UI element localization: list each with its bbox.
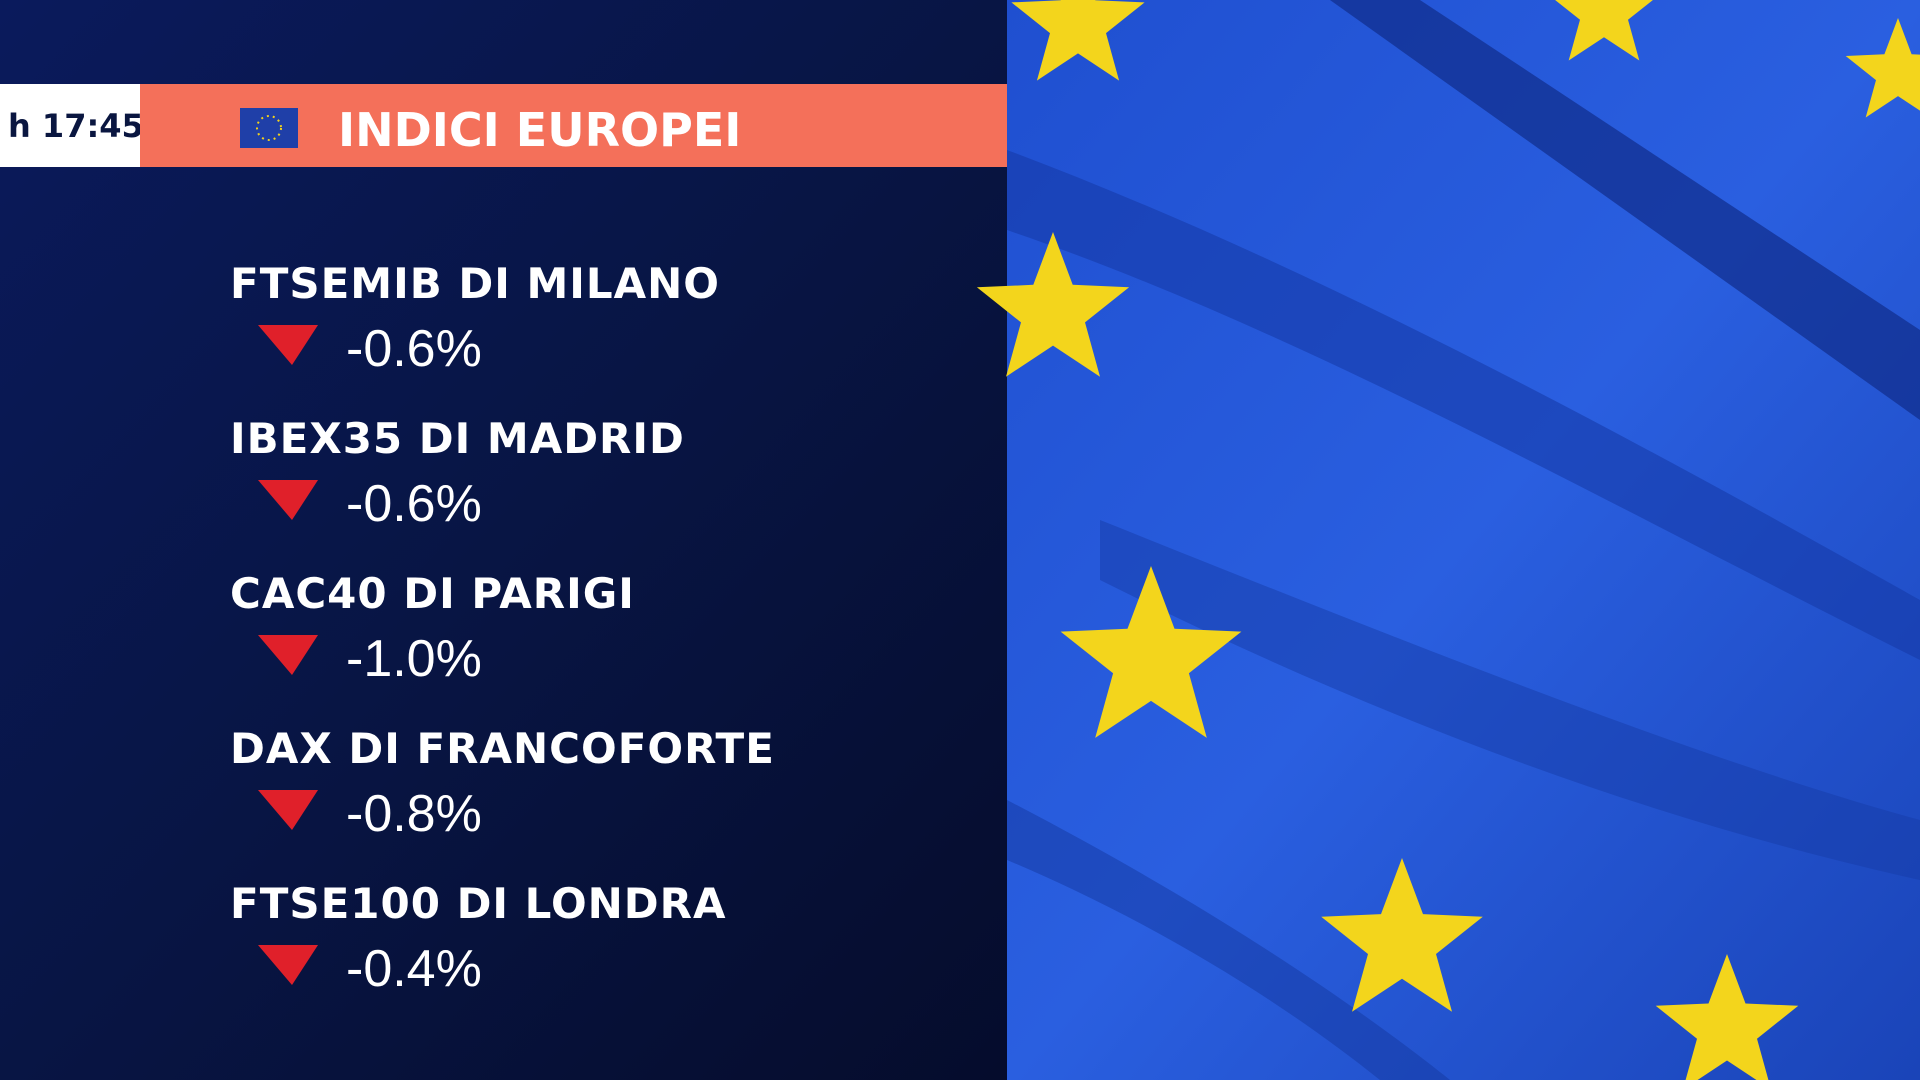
index-name: DAX DI FRANCOFORTE <box>230 724 775 773</box>
index-change: -0.8% <box>346 785 482 843</box>
down-arrow <box>258 790 318 830</box>
star <box>1845 18 1920 118</box>
index-change: -1.0% <box>346 630 482 688</box>
star <box>1555 0 1653 61</box>
down-arrow <box>258 635 318 675</box>
title: INDICI EUROPEI <box>338 103 741 157</box>
flag-background <box>976 0 1920 1080</box>
star <box>1655 954 1799 1080</box>
star <box>1060 566 1242 738</box>
left-panel <box>0 0 1007 1080</box>
eu-flag-icon <box>240 108 298 148</box>
index-list: FTSEMIB DI MILANO -0.6% IBEX35 DI MADRID -0… <box>230 259 775 998</box>
time-box <box>0 84 140 167</box>
index-change: -0.4% <box>346 940 482 998</box>
down-arrow <box>258 480 318 520</box>
index-change: -0.6% <box>346 475 482 533</box>
index-name: IBEX35 DI MADRID <box>230 414 685 463</box>
index-change: -0.6% <box>346 320 482 378</box>
star <box>1011 0 1145 81</box>
star <box>1321 858 1483 1012</box>
time: h 17:45 <box>8 107 144 145</box>
star <box>976 232 1130 377</box>
down-arrow <box>258 325 318 365</box>
index-name: FTSE100 DI LONDRA <box>230 879 727 928</box>
down-arrow <box>258 945 318 985</box>
index-name: FTSEMIB DI MILANO <box>230 259 720 308</box>
index-name: CAC40 DI PARIGI <box>230 569 635 618</box>
